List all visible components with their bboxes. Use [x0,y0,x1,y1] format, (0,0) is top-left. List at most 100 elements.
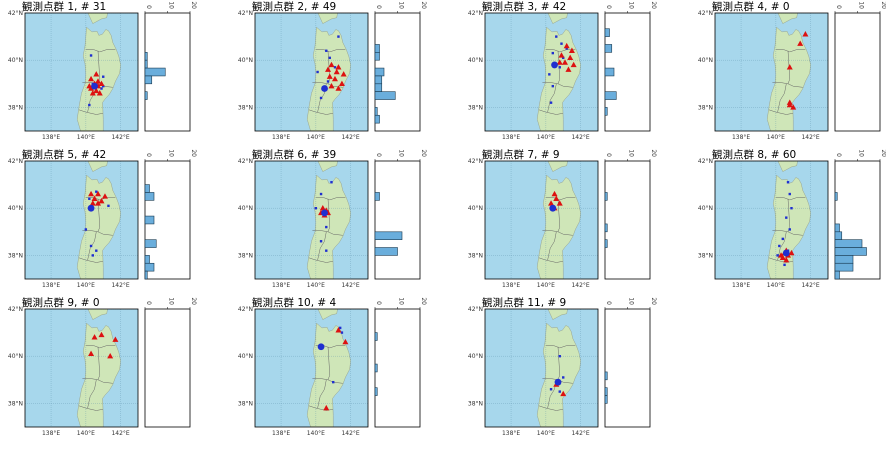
panel-title: 観測点群 3, # 42 [482,0,566,13]
hist-tick-label: 20 [650,149,657,157]
lon-tick-label: 138°E [42,282,60,289]
station-marker [786,181,790,184]
prefecture-border [557,346,561,380]
panel: 観測点群 1, # 31 138°E 140°E 142°E 42°N 40°N 38°N 0… [8,0,197,141]
histogram-bar [834,223,840,233]
histogram-bar [834,239,863,248]
station-marker [88,103,91,107]
lon-tick-label: 140°E [537,282,555,289]
map-frame [484,160,599,280]
histogram-bar [604,239,608,248]
event-marker [95,200,102,206]
station-marker [330,181,333,184]
prefecture-border [557,198,561,232]
panel: 観測点群 11, # 9 138°E 140°E 142°E 42°N 40°N 38°N 0… [468,296,657,437]
station-marker [776,254,779,257]
histogram-bar [604,192,608,201]
event-marker [88,190,95,197]
histogram: 0 10 20 [834,149,886,280]
station-marker [565,47,568,50]
station-marker [325,225,328,229]
map-frame [24,308,139,428]
station-marker [558,355,561,358]
prefecture-border [312,378,343,384]
histogram-frame [604,160,651,280]
event-marker [561,59,568,65]
hist-tick-label: 20 [190,1,197,9]
histogram-bar [834,247,867,256]
land [76,322,121,427]
station-marker [326,80,330,83]
centroid-marker [782,249,790,257]
map-frame [24,12,139,132]
hist-tick-label: 0 [145,153,152,157]
panel-title: 観測点群 5, # 42 [22,148,106,161]
lon-tick-label: 140°E [537,430,555,437]
lat-tick-label: 42°N [468,306,483,313]
histogram-bar [144,91,148,100]
histogram: 0 10 20 [604,1,657,132]
hist-tick-label: 10 [398,297,405,305]
histogram-bar [374,247,398,256]
station-marker [778,244,781,248]
histogram-bar [374,83,383,92]
event-marker [319,205,326,211]
map-frame [254,308,369,428]
event-marker [567,54,574,61]
event-marker [783,256,790,263]
centroid-marker [321,85,328,92]
station-marker [89,54,93,57]
station-marker [549,388,553,391]
prefecture-border [327,346,331,380]
histogram-bar [144,75,153,85]
lat-tick-label: 40°N [238,57,253,64]
lon-tick-label: 138°E [42,134,60,141]
land-hokkaido [777,13,798,24]
land [306,322,351,427]
lon-tick-label: 140°E [767,282,785,289]
histogram-bar [604,28,610,37]
histogram-bar [144,67,166,77]
station-marker [790,207,793,210]
lat-tick-label: 42°N [698,158,713,165]
prefecture-border [317,231,327,261]
prefecture-border [82,378,113,384]
map [485,309,598,427]
centroid-marker [91,82,98,90]
lon-tick-label: 138°E [42,430,60,437]
lat-tick-label: 38°N [8,104,23,111]
prefecture-border [772,82,803,88]
hist-tick-label: 20 [420,149,427,157]
lon-tick-label: 142°E [111,430,129,437]
event-marker [797,40,804,46]
prefecture-border [777,83,787,113]
centroid-marker [549,204,557,212]
histogram-bar [144,239,157,248]
histogram-bar [604,107,608,116]
station-marker [319,192,323,196]
prefecture-border [538,405,563,411]
map-frame [714,12,829,132]
lat-tick-label: 40°N [8,205,23,212]
prefecture-border [787,50,791,84]
map [715,161,828,279]
event-marker [342,338,349,345]
prefecture-border [542,82,573,88]
land-hokkaido [317,309,338,320]
lon-tick-label: 142°E [111,134,129,141]
lat-tick-label: 38°N [8,252,23,259]
event-marker [558,52,565,58]
histogram: 0 10 20 [144,1,197,132]
map-frame [714,160,829,280]
panel: 観測点群 2, # 49 138°E 140°E 142°E 42°N 40°N 38°N 0… [238,0,427,141]
event-marker [548,200,555,206]
event-marker [338,80,345,86]
station-marker [89,244,93,248]
map-frame [484,308,599,428]
lat-tick-label: 38°N [238,104,253,111]
station-marker [337,35,340,38]
map [255,309,368,427]
map [25,309,138,427]
station-marker [781,237,784,241]
